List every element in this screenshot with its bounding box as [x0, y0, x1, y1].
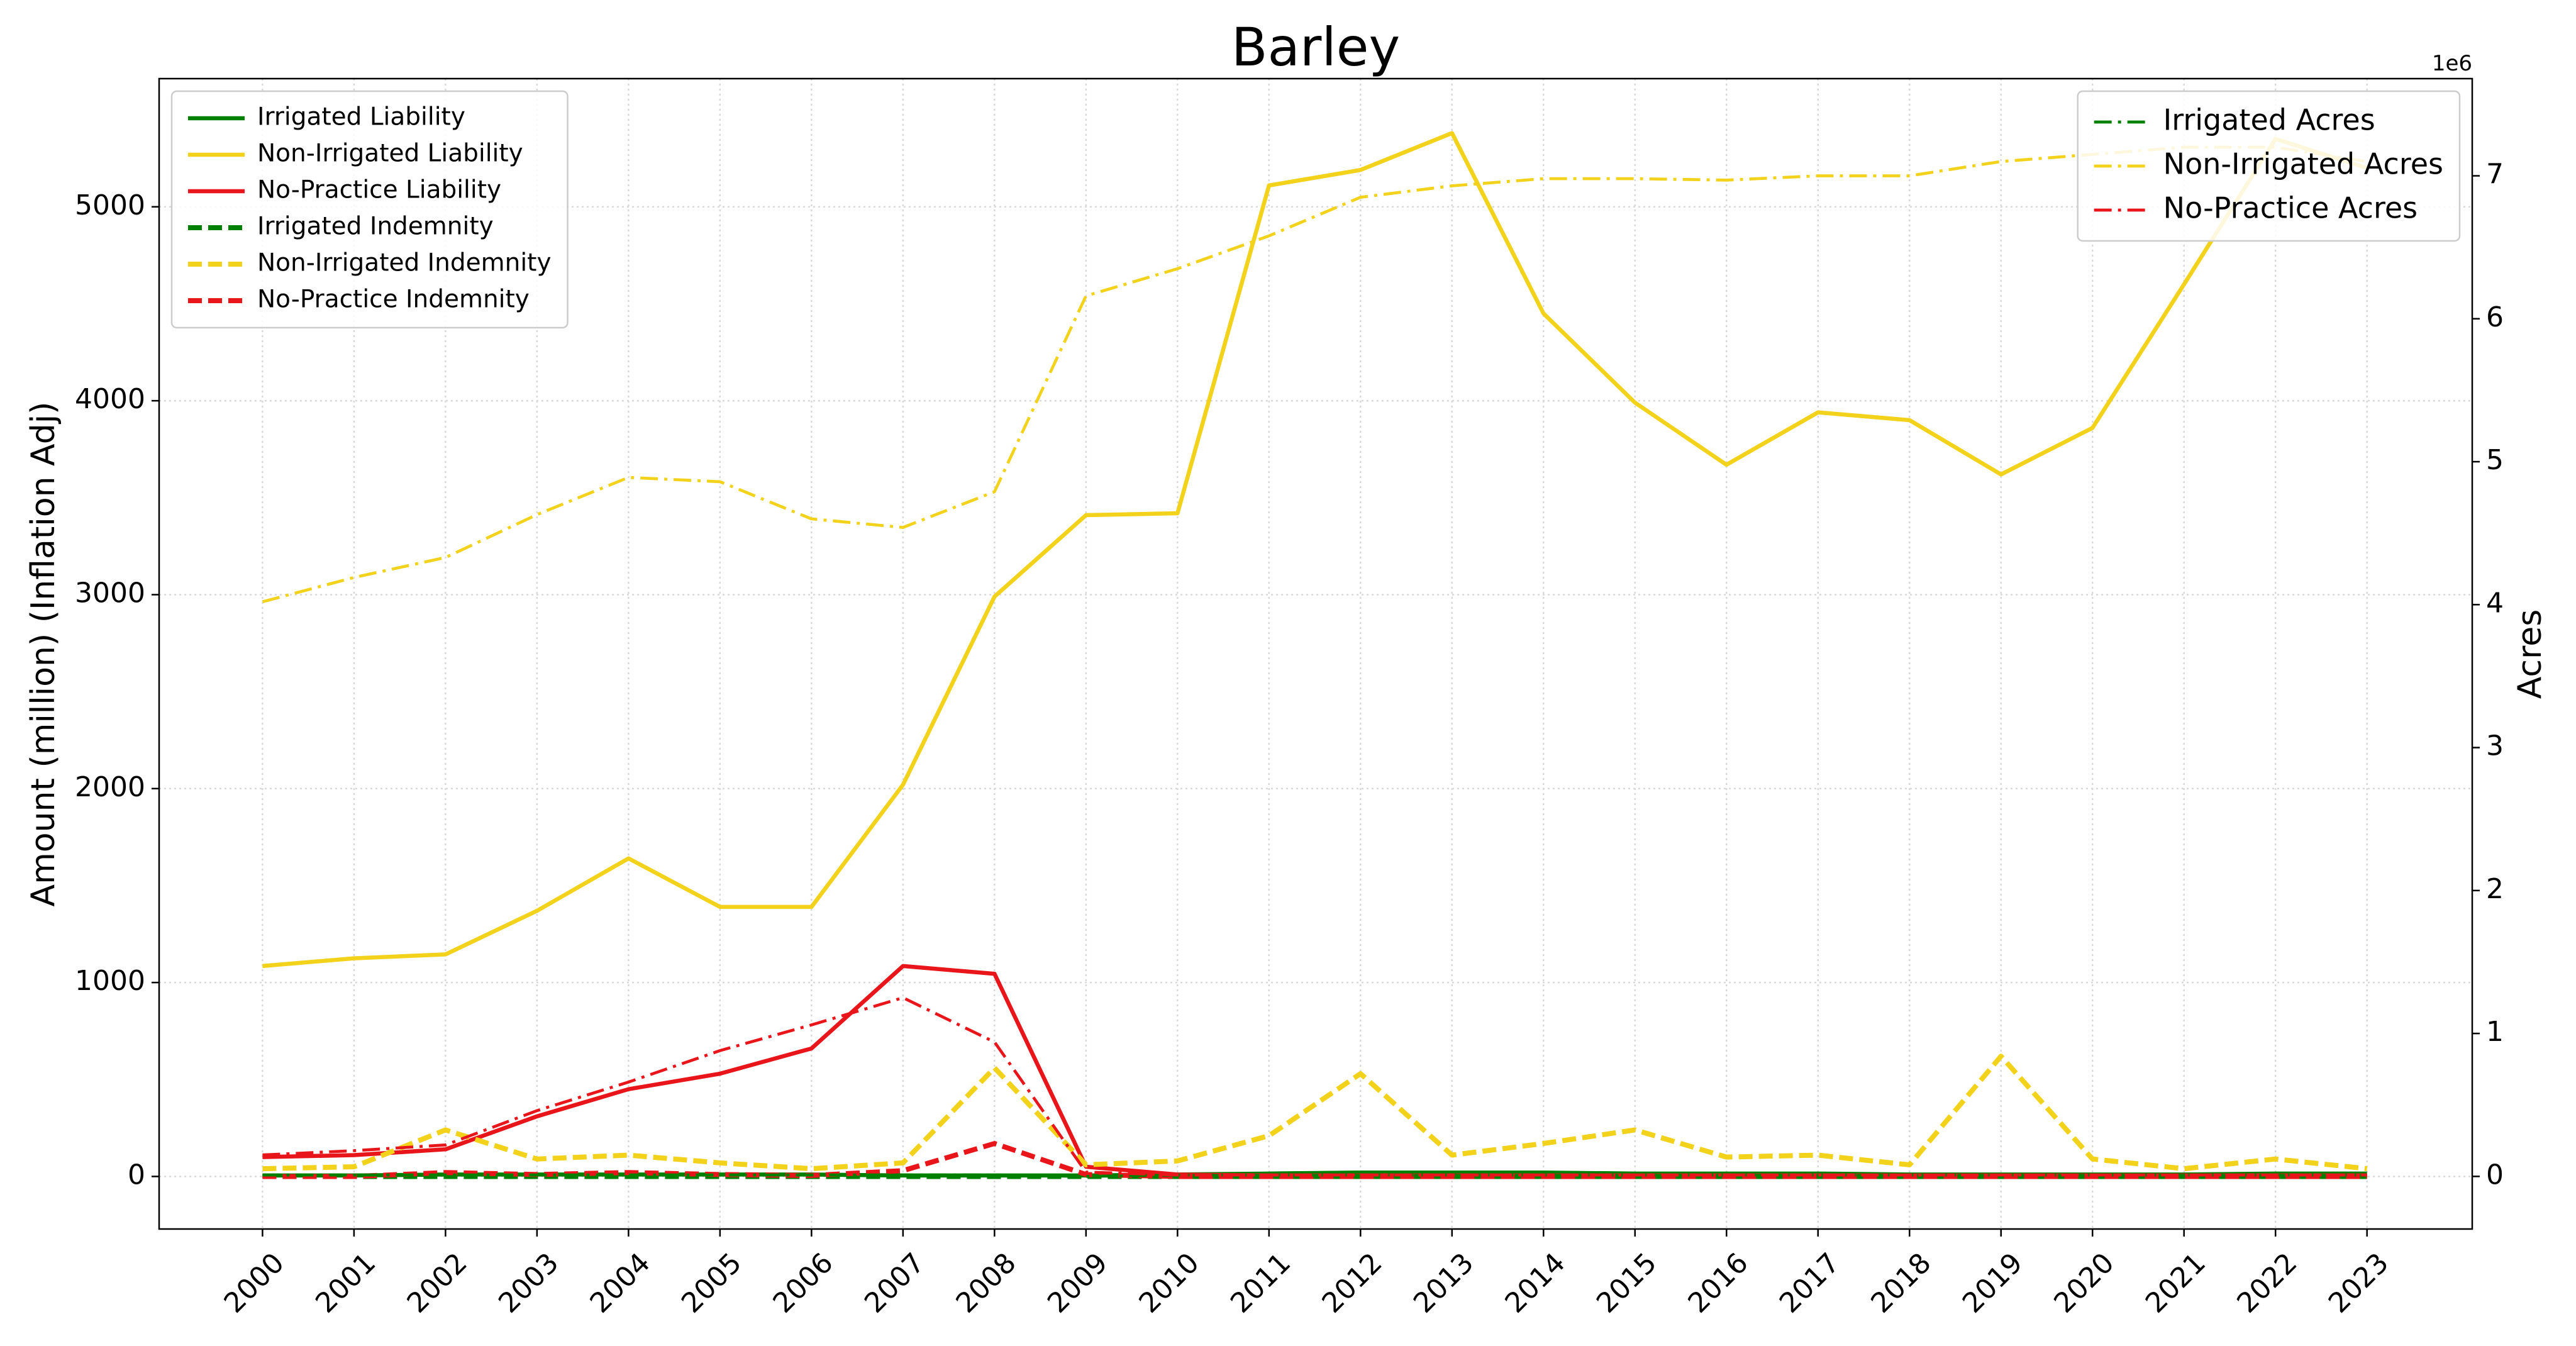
series-line: [262, 145, 2368, 604]
x-tick-label: 2021: [2140, 1247, 2212, 1319]
series-line: [262, 1141, 2367, 1179]
chart-title: Barley: [1231, 16, 1400, 78]
legend-label: No-Practice Acres: [2163, 191, 2418, 225]
series-line: [262, 996, 2367, 1177]
y2-tick-label: 5: [2486, 444, 2504, 476]
x-tick-label: 2020: [2048, 1247, 2120, 1319]
y2-tick-label: 7: [2486, 159, 2504, 191]
x-tick-label: 2011: [1224, 1247, 1297, 1319]
legend-box: [170, 90, 569, 329]
x-tick-label: 2008: [950, 1247, 1022, 1319]
x-tick-label: 2009: [1041, 1247, 1114, 1319]
x-tick-label: 2000: [218, 1247, 291, 1319]
y-tick-label: 2000: [75, 771, 145, 803]
x-tick-label: 2006: [767, 1247, 840, 1319]
y2-tick-label: 6: [2486, 301, 2504, 333]
series-line: [262, 131, 2368, 969]
y-tick-label: 3000: [75, 577, 145, 609]
legend-label: Irrigated Indemnity: [257, 213, 494, 241]
y2-axis-label: Acres: [2511, 609, 2549, 699]
x-tick-label: 2002: [401, 1247, 474, 1319]
plot-frame: [158, 77, 2473, 1230]
legend-box: [2077, 90, 2461, 242]
x-tick-label: 2023: [2323, 1247, 2395, 1319]
x-tick-label: 2004: [584, 1247, 657, 1319]
y2-tick-label: 1: [2486, 1016, 2504, 1048]
x-tick-label: 2016: [1682, 1247, 1754, 1319]
y2-offset-label: 1e6: [2432, 51, 2472, 76]
y2-tick-label: 2: [2486, 873, 2504, 905]
legend-label: No-Practice Liability: [257, 176, 501, 204]
x-tick-label: 2005: [675, 1247, 748, 1319]
y-tick-label: 1000: [75, 965, 145, 997]
x-tick-label: 2010: [1133, 1247, 1205, 1319]
legend: Irrigated Liability Non-Irrigated Liabili…: [170, 90, 569, 329]
y2-tick-label: 3: [2486, 730, 2504, 762]
x-tick-label: 2018: [1865, 1247, 1937, 1319]
legend-label: Non-Irrigated Acres: [2163, 147, 2443, 181]
legend-label: Irrigated Acres: [2163, 103, 2375, 137]
series-line: [262, 964, 2367, 1178]
legend-label: No-Practice Indemnity: [257, 286, 530, 314]
y-tick-label: 4000: [75, 383, 145, 415]
x-tick-label: 2015: [1591, 1247, 1663, 1319]
x-tick-label: 2013: [1407, 1247, 1480, 1319]
y2-tick-label: 4: [2486, 587, 2504, 619]
series-line: [262, 1173, 2367, 1178]
legend-label: Non-Irrigated Liability: [257, 140, 523, 168]
x-tick-label: 2001: [309, 1247, 382, 1319]
x-tick-label: 2019: [1957, 1247, 2029, 1319]
y-axis-label: Amount (million) (Inflation Adj): [25, 402, 62, 907]
x-tick-label: 2017: [1774, 1247, 1846, 1319]
x-tick-label: 2012: [1316, 1247, 1388, 1319]
x-tick-label: 2003: [492, 1247, 565, 1319]
legend: Irrigated Acres Non-Irrigated Acres No-Pra…: [2077, 90, 2461, 242]
x-tick-label: 2007: [858, 1247, 931, 1319]
series-line: [262, 1054, 2368, 1172]
legend-label: Non-Irrigated Indemnity: [257, 249, 552, 277]
y2-tick-label: 0: [2486, 1159, 2504, 1191]
x-tick-label: 2022: [2231, 1247, 2303, 1319]
legend-label: Irrigated Liability: [257, 103, 465, 131]
y-tick-label: 5000: [75, 189, 145, 221]
x-tick-label: 2014: [1499, 1247, 1571, 1319]
y-tick-label: 0: [128, 1159, 145, 1191]
